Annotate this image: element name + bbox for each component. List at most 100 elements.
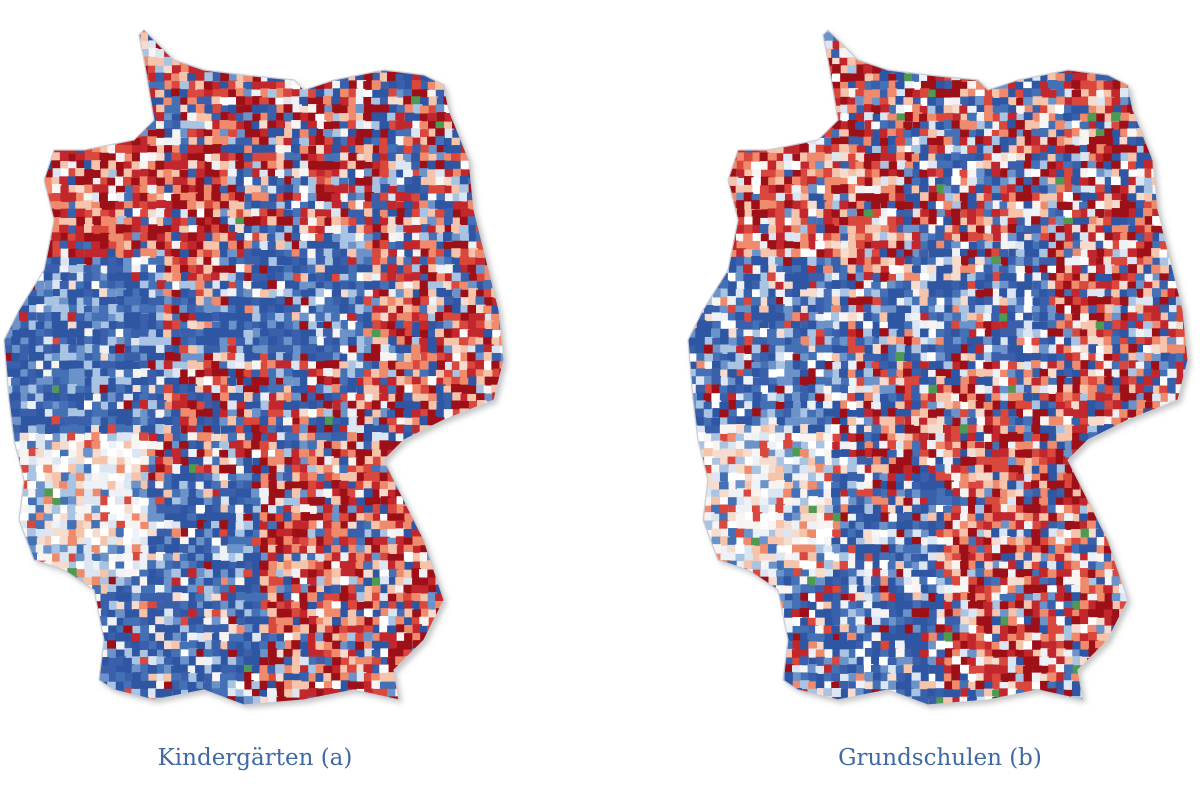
municipality xyxy=(459,176,470,186)
municipality xyxy=(131,177,141,188)
municipality xyxy=(51,49,62,59)
municipality xyxy=(259,416,270,426)
municipality xyxy=(276,625,287,635)
municipality xyxy=(411,161,421,171)
municipality xyxy=(219,257,229,267)
municipality xyxy=(236,617,246,628)
municipality xyxy=(395,456,406,466)
municipality xyxy=(60,616,70,626)
municipality xyxy=(491,425,502,435)
municipality xyxy=(379,489,389,499)
municipality xyxy=(59,40,69,50)
municipality xyxy=(76,585,87,595)
municipality xyxy=(307,217,318,228)
municipality xyxy=(500,64,504,75)
municipality xyxy=(380,576,390,586)
municipality xyxy=(436,217,447,228)
municipality xyxy=(164,176,175,187)
municipality xyxy=(195,553,206,564)
municipality xyxy=(451,441,461,451)
municipality xyxy=(19,89,30,100)
municipality xyxy=(492,241,503,251)
municipality xyxy=(483,176,493,186)
municipality xyxy=(99,280,109,291)
municipality xyxy=(500,273,504,284)
municipality xyxy=(59,280,70,291)
municipality xyxy=(251,272,261,283)
municipality xyxy=(219,185,230,196)
municipality xyxy=(99,384,110,395)
municipality xyxy=(195,177,206,188)
municipality xyxy=(211,361,221,371)
municipality xyxy=(228,368,238,379)
municipality xyxy=(428,577,438,588)
municipality xyxy=(147,337,158,347)
municipality xyxy=(468,41,479,52)
municipality xyxy=(52,273,62,283)
municipality xyxy=(172,353,182,363)
municipality xyxy=(380,432,391,443)
municipality xyxy=(148,217,159,227)
municipality xyxy=(412,384,422,394)
municipality xyxy=(227,144,237,154)
municipality xyxy=(220,30,231,34)
municipality xyxy=(291,360,301,371)
municipality xyxy=(68,297,78,308)
municipality xyxy=(100,168,111,179)
municipality xyxy=(51,616,62,626)
municipality xyxy=(508,81,518,91)
municipality xyxy=(147,608,157,618)
municipality xyxy=(123,96,134,106)
municipality xyxy=(403,521,413,532)
municipality xyxy=(212,456,222,467)
municipality xyxy=(451,224,461,234)
municipality xyxy=(164,585,174,595)
municipality xyxy=(308,160,318,171)
municipality xyxy=(195,481,206,492)
municipality xyxy=(92,321,102,331)
municipality xyxy=(419,97,430,107)
municipality xyxy=(123,281,134,291)
municipality xyxy=(220,641,230,652)
municipality xyxy=(268,441,279,452)
municipality xyxy=(28,600,39,611)
municipality xyxy=(363,225,374,235)
municipality xyxy=(267,601,277,612)
municipality xyxy=(67,536,78,546)
municipality xyxy=(411,440,422,451)
municipality xyxy=(100,321,111,332)
municipality xyxy=(484,601,495,612)
municipality xyxy=(483,129,494,140)
municipality xyxy=(316,128,327,139)
municipality xyxy=(4,256,14,267)
municipality xyxy=(267,432,278,443)
municipality xyxy=(59,176,69,186)
municipality xyxy=(123,448,133,458)
municipality xyxy=(291,568,302,579)
municipality xyxy=(196,232,207,242)
municipality xyxy=(460,48,471,58)
municipality xyxy=(115,30,126,36)
municipality xyxy=(268,416,278,427)
municipality xyxy=(148,105,159,115)
municipality xyxy=(292,632,303,642)
municipality xyxy=(460,401,470,411)
municipality xyxy=(36,584,47,594)
municipality xyxy=(491,376,501,387)
municipality xyxy=(340,88,350,99)
municipality xyxy=(276,40,286,51)
municipality xyxy=(4,625,14,635)
municipality xyxy=(420,457,430,468)
municipality xyxy=(316,569,327,580)
municipality xyxy=(403,457,414,467)
municipality xyxy=(43,264,54,274)
municipality xyxy=(459,384,469,395)
municipality xyxy=(172,464,182,474)
municipality xyxy=(363,153,374,163)
municipality xyxy=(92,33,103,44)
municipality xyxy=(372,145,383,155)
municipality xyxy=(220,72,230,82)
municipality xyxy=(428,200,438,210)
municipality xyxy=(436,424,447,435)
municipality xyxy=(412,552,423,563)
